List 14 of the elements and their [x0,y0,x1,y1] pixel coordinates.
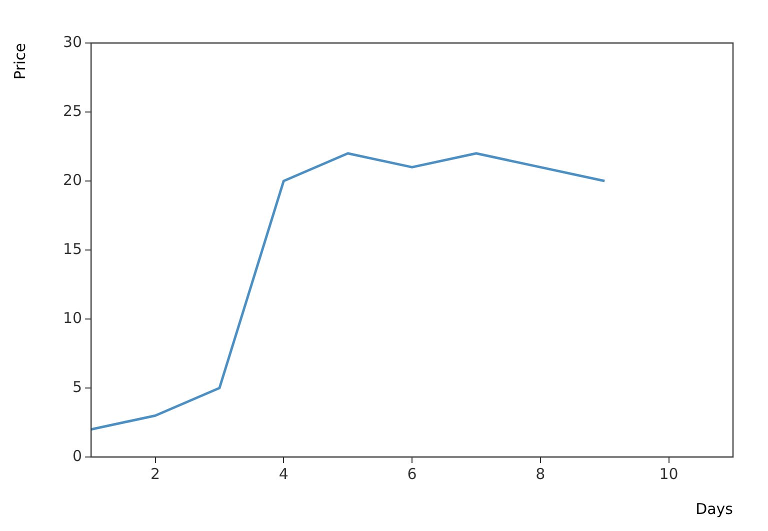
x-tick-label: 6 [407,464,417,483]
y-axis-title: Price [10,43,29,80]
y-tick-label: 20 [62,170,82,189]
y-tick-label: 0 [72,446,82,465]
y-tick-label: 25 [62,102,82,120]
x-tick-label: 10 [659,464,678,483]
y-tick-label: 15 [62,240,82,258]
x-axis-title: Days [696,500,734,518]
x-tick-label: 4 [278,464,288,483]
y-tick-label: 5 [72,378,82,396]
x-tick-label: 8 [536,464,546,483]
y-tick-label: 30 [62,32,82,51]
x-tick-label: 2 [150,464,160,483]
y-tick-label: 10 [62,308,82,327]
